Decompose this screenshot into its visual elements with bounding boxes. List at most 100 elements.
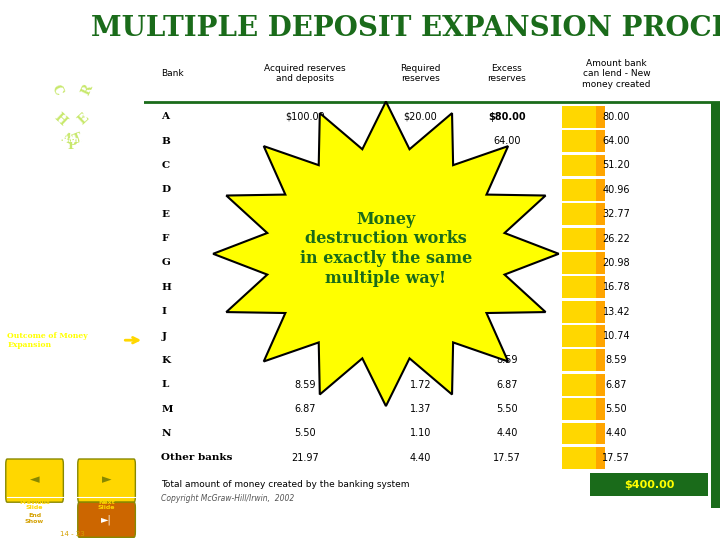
Bar <box>596 130 605 152</box>
Text: 1.72: 1.72 <box>410 380 431 390</box>
Bar <box>596 252 605 274</box>
Text: Next
Slide: Next Slide <box>98 500 115 510</box>
Text: Previous
Slide: Previous Slide <box>19 500 50 510</box>
Text: 14 - 23: 14 - 23 <box>60 531 84 537</box>
Bar <box>562 301 596 322</box>
Bar <box>562 179 596 201</box>
Text: F: F <box>161 234 168 243</box>
Text: C: C <box>161 161 169 170</box>
Text: 8.59: 8.59 <box>294 380 316 390</box>
Text: 64.00: 64.00 <box>493 136 521 146</box>
Text: 40.96: 40.96 <box>603 185 630 195</box>
Text: 8.59: 8.59 <box>496 355 518 366</box>
Text: Outcome of Money
Expansion: Outcome of Money Expansion <box>7 332 88 349</box>
Text: T: T <box>72 131 85 147</box>
Text: 4.40: 4.40 <box>410 453 431 463</box>
Text: N: N <box>161 429 171 438</box>
Bar <box>562 252 596 274</box>
Text: The Monetary
Multiplier: The Monetary Multiplier <box>7 283 67 300</box>
Text: $80.00: $80.00 <box>488 112 526 122</box>
Bar <box>562 276 596 298</box>
Text: 10.74: 10.74 <box>603 331 630 341</box>
Bar <box>562 203 596 225</box>
Text: Formation of a
Commercial Bank: Formation of a Commercial Bank <box>7 180 84 198</box>
Text: 64.00: 64.00 <box>603 136 630 146</box>
Text: D: D <box>161 185 171 194</box>
Text: 6.87: 6.87 <box>606 380 627 390</box>
Bar <box>562 130 596 152</box>
Text: MULTIPLE DEPOSIT EXPANSION PROCESS: MULTIPLE DEPOSIT EXPANSION PROCESS <box>91 15 720 42</box>
Bar <box>562 106 596 128</box>
Text: 17.57: 17.57 <box>493 453 521 463</box>
Text: Multiple Deposit
Expansion Process: Multiple Deposit Expansion Process <box>7 234 87 252</box>
Polygon shape <box>213 102 559 406</box>
Text: 5.50: 5.50 <box>294 429 316 438</box>
Text: $400.00: $400.00 <box>624 480 675 490</box>
Text: R: R <box>80 82 96 97</box>
Text: Money
destruction works
in exactly the same
multiple way!: Money destruction works in exactly the s… <box>300 211 472 287</box>
Bar <box>562 325 596 347</box>
FancyBboxPatch shape <box>78 459 135 502</box>
Bar <box>596 325 605 347</box>
Text: ►|: ►| <box>102 515 112 525</box>
Text: P: P <box>67 139 77 152</box>
Text: ►: ► <box>102 474 112 487</box>
Text: 16.78: 16.78 <box>603 282 630 292</box>
Text: 17.57: 17.57 <box>603 453 630 463</box>
Bar <box>711 102 720 508</box>
Text: Excess
reserves: Excess reserves <box>487 64 526 83</box>
Bar <box>596 349 605 372</box>
Text: End
Show: End Show <box>25 513 44 524</box>
Text: G: G <box>161 259 170 267</box>
Text: 51.20: 51.20 <box>603 160 630 171</box>
Text: 13.42: 13.42 <box>603 307 630 316</box>
Text: Copyright McGraw-Hill/Irwin,  2002: Copyright McGraw-Hill/Irwin, 2002 <box>161 494 294 503</box>
Bar <box>562 349 596 372</box>
Bar <box>596 398 605 420</box>
Bar <box>596 106 605 128</box>
Text: 6.87: 6.87 <box>496 380 518 390</box>
Text: 32.77: 32.77 <box>603 209 630 219</box>
Bar <box>596 276 605 298</box>
Text: 6.87: 6.87 <box>294 404 316 414</box>
Bar <box>562 447 596 469</box>
Text: A: A <box>59 131 73 147</box>
Bar <box>596 374 605 396</box>
Text: E: E <box>76 111 91 127</box>
Text: L: L <box>161 380 168 389</box>
Text: 8.59: 8.59 <box>606 355 627 366</box>
Text: 1.10: 1.10 <box>410 429 431 438</box>
Text: Bank: Bank <box>161 69 184 78</box>
Text: 1.37: 1.37 <box>410 404 431 414</box>
Text: Acquired reserves
and deposits: Acquired reserves and deposits <box>264 64 346 83</box>
Text: J: J <box>161 332 166 341</box>
Bar <box>562 422 596 444</box>
Text: B: B <box>161 137 170 146</box>
Bar <box>562 227 596 249</box>
Text: Amount bank
can lend - New
money created: Amount bank can lend - New money created <box>582 59 651 89</box>
Text: 4.40: 4.40 <box>606 429 627 438</box>
Text: ◄: ◄ <box>30 474 40 487</box>
Bar <box>596 301 605 322</box>
Text: Key Terms: Key Terms <box>7 423 53 430</box>
FancyBboxPatch shape <box>78 502 135 537</box>
Text: H: H <box>161 283 171 292</box>
Text: Need for Monetary
Control: Need for Monetary Control <box>7 380 88 397</box>
FancyBboxPatch shape <box>6 459 63 502</box>
Bar <box>562 398 596 420</box>
Text: Other banks: Other banks <box>161 454 233 462</box>
Text: I: I <box>161 307 166 316</box>
Text: Required
reserves: Required reserves <box>400 64 441 83</box>
Text: 5.50: 5.50 <box>606 404 627 414</box>
Bar <box>596 447 605 469</box>
Text: $100.00: $100.00 <box>285 112 325 122</box>
Text: Total amount of money created by the banking system: Total amount of money created by the ban… <box>161 480 410 489</box>
Text: Balance Sheet of a
Commercial Bank: Balance Sheet of a Commercial Bank <box>7 126 87 144</box>
Text: 4.40: 4.40 <box>496 429 518 438</box>
Text: 26.22: 26.22 <box>603 234 630 244</box>
Text: H: H <box>51 111 69 128</box>
Bar <box>562 154 596 177</box>
Bar <box>596 422 605 444</box>
Text: M: M <box>161 404 173 414</box>
Text: 20.98: 20.98 <box>603 258 630 268</box>
